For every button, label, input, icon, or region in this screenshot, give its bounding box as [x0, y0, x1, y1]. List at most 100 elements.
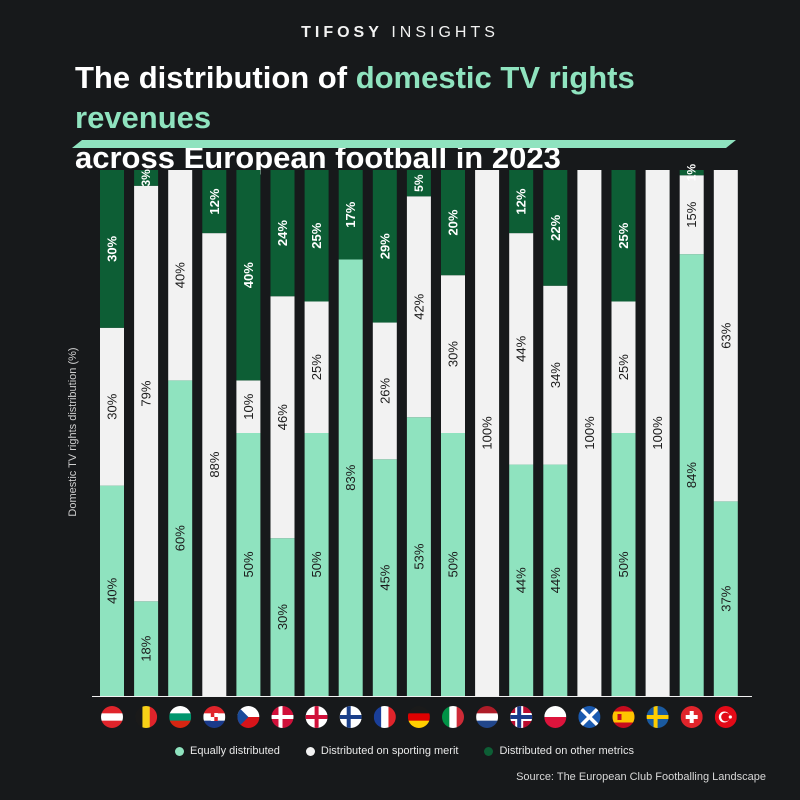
data-label-merit: 44% [514, 335, 529, 361]
data-label-merit: 63% [718, 322, 733, 348]
data-label-merit: 10% [241, 393, 256, 419]
data-label-merit: 30% [446, 341, 461, 367]
bar-segment-equal [441, 433, 465, 696]
data-label-other: 3% [139, 169, 153, 187]
data-label-equal: 50% [309, 551, 324, 577]
bar-group-11: 100% [475, 170, 500, 696]
turkey-flag-icon [714, 706, 737, 728]
data-label-other: 20% [446, 209, 461, 235]
data-label-equal: 44% [514, 567, 529, 593]
bar-group-3: 88% 12% [202, 170, 227, 696]
data-label-equal: 53% [411, 543, 426, 569]
legend-item-other: Distributed on other metrics [484, 745, 634, 757]
austria-flag-icon [101, 706, 123, 728]
bar-segment-equal [236, 433, 261, 696]
belgium-flag-icon [135, 706, 158, 728]
bar-segment-equal [100, 485, 124, 696]
data-label-other: 12% [514, 188, 529, 214]
bar-segment-other [441, 170, 465, 276]
bar-segment-merit [406, 196, 431, 418]
england-flag-icon [305, 706, 328, 728]
bar-segment-other [270, 170, 295, 297]
legend-label-merit: Distributed on sporting merit [320, 745, 459, 757]
data-label-other: 40% [241, 262, 256, 288]
bar-segment-other [236, 170, 261, 381]
bar-segment-merit [577, 170, 602, 696]
bar-segment-merit [611, 301, 636, 433]
bar-segment-other [304, 170, 329, 302]
bar-group-2: 60% 40% [168, 170, 193, 696]
italy-flag-icon [442, 706, 464, 728]
bar-segment-merit [304, 301, 329, 433]
data-label-other: 24% [275, 220, 290, 246]
bar-segment-equal [713, 501, 738, 696]
bar-segment-equal [679, 254, 704, 696]
brand-suffix: INSIGHTS [391, 24, 499, 41]
flags-layer [101, 706, 737, 728]
denmark-flag-icon [271, 706, 294, 728]
bar-segment-merit [168, 170, 193, 381]
sweden-flag-icon [646, 706, 669, 728]
brand-name: TIFOSY [301, 24, 383, 41]
bar-segment-other [509, 170, 534, 234]
data-label-merit: 15% [684, 201, 699, 227]
bar-segment-equal [304, 433, 329, 696]
bar-group-8: 45% 26% 29% [372, 170, 397, 696]
bar-group-18: 37% 63% [713, 170, 738, 696]
data-label-merit: 88% [207, 451, 222, 477]
bar-group-12: 44% 44% 12% [509, 170, 534, 696]
data-label-other: 5% [412, 174, 426, 192]
bar-segment-merit [713, 170, 738, 502]
legend-item-merit: Distributed on sporting merit [305, 745, 459, 757]
bar-segment-merit [645, 170, 670, 696]
bar-group-7: 83% 17% [338, 170, 363, 696]
bar-group-1: 18% 79% 3% [134, 169, 159, 696]
legend-label-other: Distributed on other metrics [499, 745, 634, 757]
data-label-other: 30% [105, 235, 120, 261]
bar-segment-merit [441, 275, 465, 433]
germany-flag-icon [407, 706, 430, 728]
data-label-equal: 44% [548, 567, 563, 593]
data-label-merit: 46% [275, 404, 290, 430]
data-label-merit: 34% [548, 362, 563, 388]
data-label-other: 17% [343, 201, 358, 227]
czech-flag-icon [237, 706, 260, 728]
legend-item-equal: Equally distributed [175, 745, 280, 757]
data-label-other: 22% [548, 214, 563, 240]
data-label-equal: 83% [343, 464, 358, 490]
bar-segment-merit [100, 327, 124, 486]
bars-layer: 40% 30% 30% 18% 79% 3% 60% 40% 88% 12% 50% 10% 40% 30… [100, 164, 738, 696]
bar-group-6: 50% 25% 25% [304, 170, 329, 696]
data-label-merit: 100% [650, 416, 665, 450]
bar-segment-merit [509, 233, 534, 465]
bar-group-5: 30% 46% 24% [270, 170, 295, 696]
data-label-merit: 79% [139, 380, 154, 406]
data-label-equal: 50% [241, 551, 256, 577]
bar-segment-equal [509, 464, 534, 696]
spain-flag-icon [612, 706, 635, 728]
data-label-equal: 84% [684, 462, 699, 488]
bar-segment-equal [338, 259, 363, 696]
data-label-equal: 60% [173, 525, 188, 551]
data-label-merit: 25% [309, 354, 324, 380]
bar-segment-equal [372, 459, 397, 696]
data-label-equal: 37% [718, 585, 733, 611]
data-label-merit: 26% [377, 377, 392, 403]
data-label-equal: 50% [446, 551, 461, 577]
bar-group-4: 50% 10% 40% [236, 170, 261, 696]
bar-segment-other [611, 170, 636, 302]
stacked-bar-chart: 40% 30% 30% 18% 79% 3% 60% 40% 88% 12% 50% 10% 40% 30… [67, 164, 752, 728]
bar-segment-other [372, 170, 397, 323]
data-label-other: 12% [207, 188, 222, 214]
brand-logo: TIFOSY INSIGHTS [0, 24, 800, 42]
bar-group-9: 53% 42% 5% [406, 170, 431, 696]
legend-label-equal: Equally distributed [190, 745, 280, 757]
data-label-equal: 40% [105, 577, 120, 603]
bulgaria-flag-icon [169, 706, 192, 728]
bar-segment-merit [202, 233, 227, 696]
bar-segment-equal [168, 380, 193, 696]
data-label-equal: 45% [377, 564, 392, 590]
bar-group-0: 40% 30% 30% [100, 170, 124, 696]
bar-segment-other [679, 170, 704, 176]
croatia-flag-icon [203, 706, 226, 728]
